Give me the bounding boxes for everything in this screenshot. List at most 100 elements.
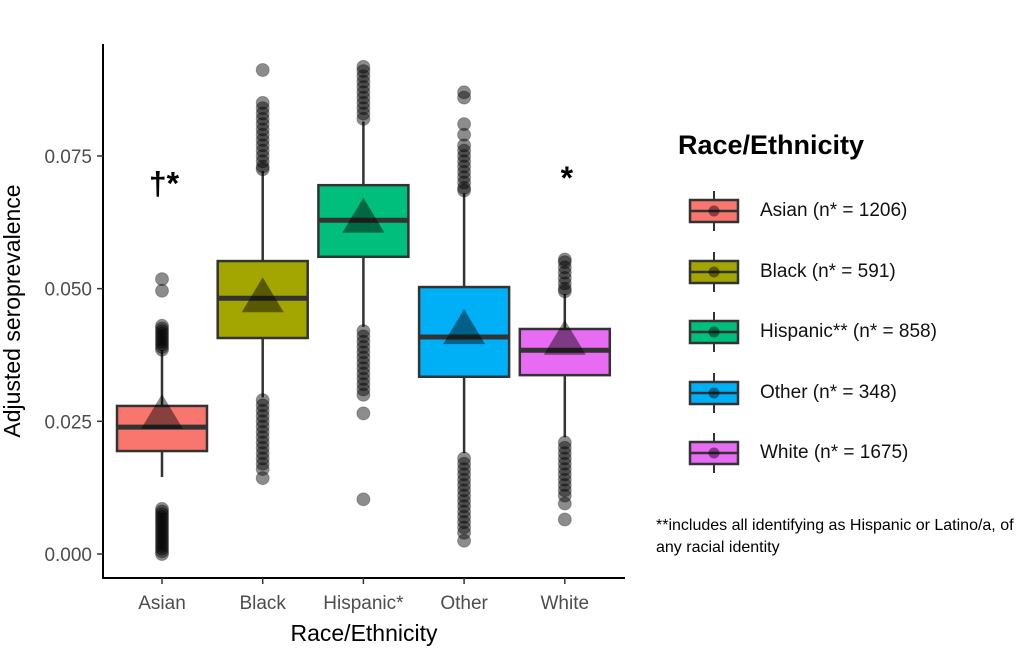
- mean-marker: [141, 394, 183, 430]
- mean-marker: [543, 319, 586, 355]
- outlier-point: [457, 472, 472, 487]
- x-tick-label: Black: [239, 593, 286, 614]
- outlier-point: [356, 361, 371, 376]
- legend-item: Black (n* = 591): [678, 242, 937, 303]
- outlier-point: [255, 419, 270, 434]
- outlier-point: [356, 69, 371, 84]
- outlier-point: [356, 95, 371, 110]
- outlier-point: [155, 536, 169, 551]
- outlier-point: [255, 424, 270, 439]
- outlier-point: [557, 276, 572, 291]
- outlier-point: [557, 512, 572, 527]
- outlier-point: [155, 324, 169, 339]
- outlier-point: [255, 430, 270, 445]
- outlier-point: [155, 531, 169, 546]
- legend-key-icon: [688, 251, 740, 292]
- box-other: [417, 85, 511, 548]
- outlier-point: [155, 533, 169, 548]
- outlier-point: [155, 547, 169, 561]
- outlier-point: [457, 456, 472, 471]
- outlier-point: [457, 127, 472, 142]
- y-tick-label: 0.050: [44, 280, 92, 301]
- outlier-point: [255, 106, 270, 121]
- outlier-point: [255, 143, 270, 158]
- outlier-point: [356, 382, 371, 397]
- outlier-point: [155, 272, 169, 287]
- outlier-point: [255, 63, 270, 78]
- outlier-point: [356, 74, 371, 89]
- outlier-point: [255, 393, 270, 408]
- outlier-point: [457, 154, 472, 169]
- outlier-point: [356, 90, 371, 105]
- outlier-point: [356, 350, 371, 365]
- legend-key-icon: [688, 433, 740, 474]
- outlier-point: [255, 403, 270, 418]
- outlier-point: [557, 284, 572, 299]
- outlier-point: [155, 326, 169, 341]
- y-tick-label: 0.075: [44, 147, 92, 168]
- x-tick-label: Hispanic*: [323, 593, 404, 614]
- legend-item: Other (n* = 348): [678, 363, 937, 424]
- outlier-point: [457, 183, 472, 198]
- outlier-point: [155, 504, 169, 519]
- outlier-point: [255, 462, 270, 477]
- outlier-point: [255, 159, 270, 174]
- outlier-point: [457, 509, 472, 524]
- outlier-point: [457, 488, 472, 503]
- outlier-point: [557, 456, 572, 471]
- outlier-point: [557, 496, 572, 511]
- outlier-point: [356, 79, 371, 94]
- legend-item: Hispanic** (n* = 858): [678, 302, 937, 363]
- outlier-point: [155, 528, 169, 543]
- outlier-point: [255, 162, 270, 177]
- outlier-point: [457, 451, 472, 466]
- outlier-point: [557, 488, 572, 503]
- outlier-point: [255, 435, 270, 450]
- outlier-point: [356, 355, 371, 370]
- legend-key-icon: [688, 191, 740, 232]
- outlier-point: [356, 85, 371, 100]
- outlier-point: [457, 90, 472, 105]
- outlier-point: [457, 164, 472, 179]
- outlier-point: [255, 446, 270, 461]
- outlier-point: [255, 138, 270, 153]
- significance-annotation: †*: [149, 166, 180, 202]
- outlier-point: [356, 387, 371, 402]
- outlier-point: [356, 340, 371, 355]
- outlier-point: [457, 533, 472, 548]
- y-tick-label: 0.025: [44, 412, 92, 433]
- outlier-point: [457, 525, 472, 540]
- outlier-point: [255, 95, 270, 110]
- outlier-point: [155, 507, 169, 522]
- outlier-point: [255, 127, 270, 142]
- outlier-point: [457, 85, 472, 100]
- legend-label: Hispanic** (n* = 858): [760, 321, 937, 343]
- outlier-point: [356, 371, 371, 386]
- outlier-point: [557, 451, 572, 466]
- boxplot-chart: 0.000 0.025 0.050 0.075 Asian Black Hispanic* O…: [0, 44, 625, 646]
- box-asian: [115, 272, 209, 561]
- outlier-point: [557, 446, 572, 461]
- outlier-point: [457, 504, 472, 519]
- x-axis-label: Race/Ethnicity: [290, 620, 438, 646]
- outlier-point: [457, 159, 472, 174]
- outlier-point: [356, 101, 371, 116]
- outlier-point: [557, 472, 572, 487]
- outlier-point: [457, 483, 472, 498]
- significance-annotation: *: [561, 160, 574, 196]
- outlier-point: [356, 366, 371, 381]
- mean-marker: [443, 309, 486, 345]
- outlier-point: [155, 340, 169, 355]
- outlier-point: [255, 148, 270, 163]
- outlier-point: [155, 334, 169, 349]
- x-tick-label: White: [541, 593, 590, 614]
- outlier-point: [356, 345, 371, 360]
- outlier-point: [255, 101, 270, 116]
- outlier-point: [457, 462, 472, 477]
- outlier-point: [457, 520, 472, 535]
- outlier-point: [356, 377, 371, 392]
- outlier-point: [155, 321, 169, 336]
- legend-key-icon: [688, 312, 740, 353]
- outlier-point: [155, 283, 169, 298]
- outlier-point: [155, 539, 169, 554]
